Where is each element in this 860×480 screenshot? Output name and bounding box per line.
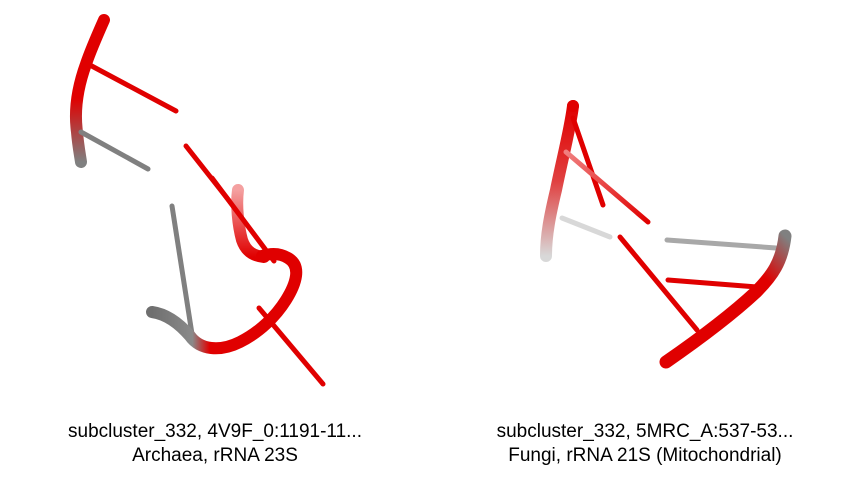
base-stick (559, 215, 613, 240)
base-stick (78, 129, 151, 172)
base-stick (665, 277, 760, 290)
backbone-top-segment (70, 14, 110, 168)
caption-title: subcluster_332, 5MRC_A:537-53... (496, 421, 794, 442)
backbone-left-segment (540, 100, 579, 262)
base-stick (664, 237, 779, 251)
backbone-terminus (567, 100, 579, 112)
rna-structure-render-left (70, 14, 326, 387)
base-stick (570, 115, 606, 208)
backbone-mid-segment (231, 184, 270, 263)
base-stick (563, 149, 651, 225)
base-stick (256, 305, 326, 387)
rna-structure-render-right (540, 100, 792, 369)
structure-caption-right: subcluster_332, 5MRC_A:537-53... Fungi, … (430, 420, 860, 468)
structure-panel-left: subcluster_332, 4V9F_0:1191-11... Archae… (0, 14, 430, 468)
caption-subtitle: Fungi, rRNA 21S (Mitochondrial) (508, 445, 782, 466)
structure-panel-right: subcluster_332, 5MRC_A:537-53... Fungi, … (430, 0, 860, 480)
base-stick (209, 175, 277, 264)
caption-subtitle: Archaea, rRNA 23S (132, 445, 298, 466)
backbone-bottom-segment (659, 229, 792, 369)
base-stick (169, 203, 195, 337)
base-stick (617, 234, 700, 333)
backbone-bottom-segment (146, 248, 303, 355)
structure-caption-left: subcluster_332, 4V9F_0:1191-11... Archae… (0, 420, 430, 468)
caption-title: subcluster_332, 4V9F_0:1191-11... (68, 421, 362, 442)
base-stick (85, 61, 179, 114)
